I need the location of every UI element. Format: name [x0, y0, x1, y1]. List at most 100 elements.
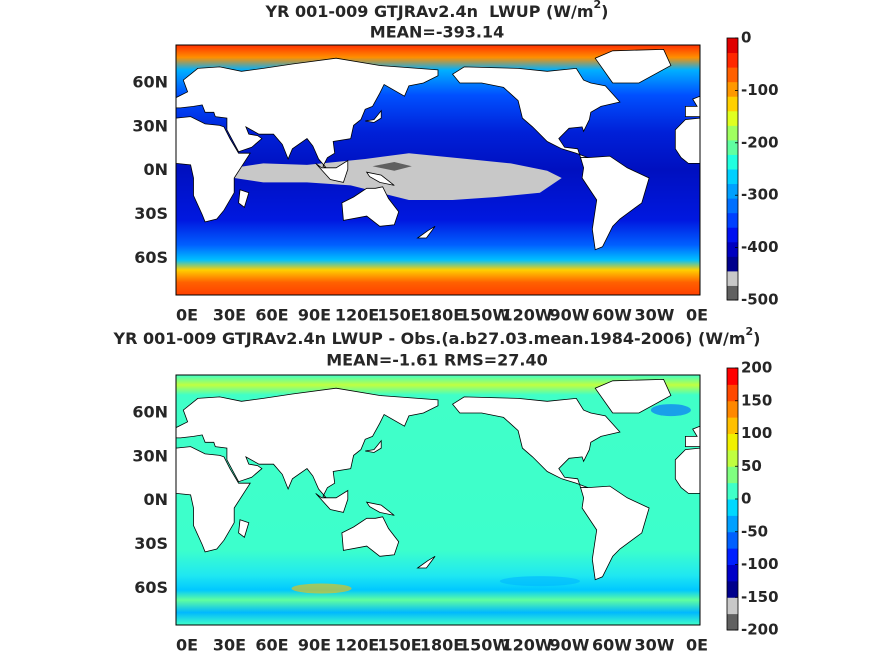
colorbar-segment	[727, 183, 738, 199]
colorbar-tick-label: -200	[741, 621, 779, 639]
colorbar-tick-label: 100	[741, 424, 772, 442]
colorbar-segment	[727, 139, 738, 155]
panel: YR 001-009 GTJRAv2.4n LWUP - Obs.(a.b27.…	[113, 325, 779, 655]
colorbar-segment	[727, 125, 738, 141]
colorbar-segment	[727, 400, 738, 418]
colorbar-segment	[727, 52, 738, 68]
land	[365, 501, 395, 516]
lat-label: 0N	[143, 490, 168, 509]
land	[580, 485, 650, 581]
lat-label: 0N	[143, 160, 168, 179]
colorbar-segment	[727, 110, 738, 126]
title-text: YR 001-009 GTJRAv2.4n LWUP (W/m	[265, 2, 594, 21]
lat-label: 30N	[132, 116, 168, 135]
lon-label: 150E	[377, 636, 421, 655]
land	[685, 95, 700, 117]
title-superscript: 2	[746, 325, 754, 338]
lat-label: 30N	[132, 446, 168, 465]
colorbar-segment	[727, 417, 738, 434]
colorbar-segment	[727, 449, 738, 467]
land	[452, 66, 621, 159]
colorbar-segment	[727, 515, 738, 533]
panel-subtitle: MEAN=-1.61 RMS=27.40	[326, 351, 548, 370]
colorbar-tick-label: -500	[741, 291, 779, 309]
land	[365, 171, 395, 186]
colorbar-segment	[727, 499, 738, 516]
colorbar-segment	[727, 38, 738, 54]
colorbar-segment	[727, 368, 738, 385]
land	[674, 447, 700, 494]
lon-label: 120W	[501, 636, 552, 655]
title-superscript: 2	[594, 0, 602, 11]
land	[594, 48, 672, 84]
colorbar-frame	[726, 37, 739, 301]
colorbar-segment	[727, 67, 738, 83]
anomaly-patch	[291, 583, 352, 594]
colorbar-tick-label: -150	[741, 588, 779, 606]
title-closing: )	[601, 2, 608, 21]
colorbar-segment	[727, 256, 738, 272]
masked-region	[234, 153, 562, 200]
lon-label: 180E	[420, 306, 464, 325]
anomaly-patch	[499, 576, 580, 587]
colorbar-segment	[727, 580, 738, 598]
land	[365, 439, 382, 453]
colorbar-segment	[727, 564, 738, 582]
masked-region-dark	[372, 162, 412, 171]
colorbar-segment	[727, 285, 738, 301]
colorbar-segment	[727, 212, 738, 228]
lon-label: 60E	[255, 636, 288, 655]
lon-label: 60W	[592, 306, 632, 325]
colorbar-segment	[727, 81, 738, 97]
lon-label: 120E	[335, 636, 379, 655]
map	[176, 375, 700, 625]
map-frame	[175, 44, 701, 296]
colorbar-tick-label: -100	[741, 81, 779, 99]
colorbar-segment	[727, 96, 738, 112]
land	[315, 159, 349, 183]
colorbar-segment	[727, 241, 738, 257]
colorbar-segment	[727, 154, 738, 170]
colorbar-tick-label: -400	[741, 238, 779, 256]
lon-label: 90E	[298, 636, 331, 655]
lon-label: 30E	[213, 636, 246, 655]
lon-label: 0E	[686, 636, 708, 655]
land	[238, 189, 250, 208]
land	[238, 519, 250, 538]
lon-label: 0E	[686, 306, 708, 325]
lon-label: 30W	[635, 306, 675, 325]
lon-label: 0E	[176, 306, 198, 325]
land	[416, 555, 436, 569]
land	[674, 117, 700, 164]
title-closing: )	[753, 329, 760, 348]
lon-label: 0E	[176, 636, 198, 655]
colorbar-tick-label: 200	[741, 359, 772, 377]
land	[315, 489, 349, 513]
lon-label: 90E	[298, 306, 331, 325]
colorbar-tick-label: -100	[741, 555, 779, 573]
colorbar-segment	[727, 597, 738, 615]
lon-label: 120E	[335, 306, 379, 325]
colorbar-tick-label: 150	[741, 391, 772, 409]
lat-label: 30S	[134, 534, 168, 553]
land	[176, 57, 439, 170]
land	[452, 396, 621, 489]
lon-label: 150E	[377, 306, 421, 325]
lon-label: 60E	[255, 306, 288, 325]
land	[176, 116, 251, 223]
title-text: YR 001-009 GTJRAv2.4n LWUP - Obs.(a.b27.…	[113, 329, 746, 348]
map	[176, 45, 700, 295]
land	[685, 425, 700, 448]
lon-label: 90W	[550, 636, 590, 655]
colorbar-segment	[727, 613, 738, 631]
colorbar-segment	[727, 270, 738, 286]
land	[416, 225, 436, 239]
lat-label: 60N	[132, 73, 168, 92]
panel: YR 001-009 GTJRAv2.4n LWUP (W/m2) MEAN=-3…	[132, 0, 778, 325]
colorbar-segment	[727, 531, 738, 549]
panel-title: YR 001-009 GTJRAv2.4n LWUP (W/m2)	[265, 0, 609, 21]
colorbar-tick-label: 0	[741, 490, 751, 508]
lat-label: 60N	[132, 403, 168, 422]
land	[365, 109, 382, 123]
